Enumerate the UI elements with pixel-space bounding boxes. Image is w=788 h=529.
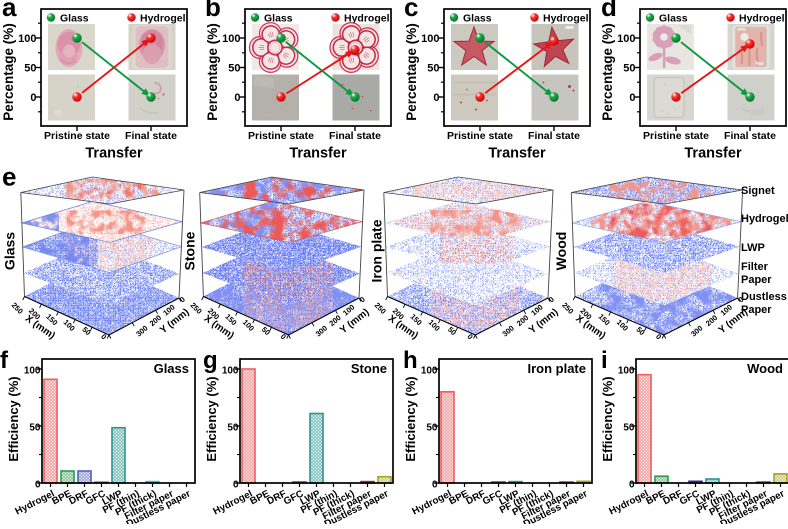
svg-text:Final state: Final state [724, 130, 776, 142]
svg-text:Percentage (%): Percentage (%) [205, 23, 220, 121]
svg-text:Glass: Glass [264, 13, 293, 25]
svg-text:Efficiency (%): Efficiency (%) [403, 376, 418, 461]
svg-text:0: 0 [465, 332, 474, 341]
svg-text:Hydrogel: Hydrogel [140, 13, 186, 25]
svg-text:Hydrogel: Hydrogel [739, 13, 785, 25]
svg-text:Percentage (%): Percentage (%) [404, 23, 419, 121]
svg-text:100: 100 [222, 366, 239, 377]
svg-text:Iron plate: Iron plate [369, 219, 385, 282]
svg-text:Paper: Paper [741, 304, 772, 316]
svg-text:h: h [403, 347, 418, 374]
svg-text:50: 50 [623, 423, 635, 434]
svg-text:0: 0 [279, 332, 288, 341]
svg-text:f: f [0, 347, 9, 374]
svg-text:Transfer: Transfer [488, 146, 546, 162]
svg-text:LWP: LWP [741, 242, 765, 254]
svg-text:0: 0 [737, 295, 746, 305]
svg-text:Glass: Glass [463, 13, 492, 25]
svg-text:0: 0 [30, 92, 36, 104]
svg-text:50: 50 [228, 63, 240, 75]
svg-text:Efficiency (%): Efficiency (%) [600, 376, 615, 461]
svg-text:Iron plate: Iron plate [527, 361, 586, 376]
svg-text:Wood: Wood [553, 232, 569, 271]
svg-text:100: 100 [421, 366, 438, 377]
svg-text:50: 50 [24, 63, 36, 75]
svg-text:Pristine state: Pristine state [248, 130, 314, 142]
svg-text:Wood: Wood [747, 361, 783, 376]
svg-text:Signet: Signet [741, 185, 775, 197]
svg-text:g: g [203, 347, 218, 374]
svg-text:Final state: Final state [125, 130, 177, 142]
svg-text:b: b [205, 0, 221, 22]
svg-text:100: 100 [421, 33, 439, 45]
svg-text:Hydrogel: Hydrogel [543, 13, 589, 25]
svg-text:100: 100 [222, 33, 240, 45]
svg-text:0: 0 [629, 92, 635, 104]
svg-text:Hydrogel: Hydrogel [741, 213, 788, 225]
svg-text:Transfer: Transfer [684, 146, 742, 162]
svg-text:Final state: Final state [528, 130, 580, 142]
svg-text:Glass: Glass [154, 361, 189, 376]
svg-text:a: a [2, 0, 17, 22]
svg-text:0: 0 [99, 332, 108, 341]
svg-text:d: d [601, 0, 617, 22]
svg-text:Stone: Stone [351, 361, 387, 376]
svg-text:Stone: Stone [181, 231, 197, 270]
svg-text:100: 100 [618, 366, 635, 377]
svg-text:Percentage (%): Percentage (%) [600, 23, 615, 121]
svg-text:50: 50 [227, 423, 239, 434]
svg-text:Efficiency (%): Efficiency (%) [6, 376, 21, 461]
svg-text:0: 0 [654, 332, 663, 341]
svg-text:0: 0 [432, 480, 438, 491]
svg-text:Final state: Final state [329, 130, 381, 142]
svg-text:0: 0 [35, 480, 41, 491]
svg-text:50: 50 [427, 63, 439, 75]
svg-text:Transfer: Transfer [289, 146, 347, 162]
svg-text:50: 50 [623, 63, 635, 75]
svg-text:100: 100 [24, 366, 41, 377]
svg-text:i: i [601, 347, 608, 374]
svg-text:Pristine state: Pristine state [44, 130, 110, 142]
svg-text:Glass: Glass [659, 13, 688, 25]
svg-text:0: 0 [234, 92, 240, 104]
svg-text:Glass: Glass [60, 13, 89, 25]
svg-text:Pristine state: Pristine state [447, 130, 513, 142]
svg-text:Filter: Filter [741, 261, 769, 273]
svg-text:100: 100 [617, 33, 635, 45]
svg-text:Glass: Glass [2, 232, 18, 270]
svg-text:0: 0 [433, 92, 439, 104]
svg-text:0: 0 [547, 295, 556, 305]
svg-text:0: 0 [358, 295, 367, 305]
svg-text:0: 0 [233, 480, 239, 491]
svg-text:0: 0 [178, 295, 187, 305]
svg-text:100: 100 [18, 33, 36, 45]
svg-text:c: c [404, 0, 418, 22]
svg-text:50: 50 [29, 423, 41, 434]
svg-text:Dustless: Dustless [741, 291, 787, 303]
svg-text:Paper: Paper [741, 274, 772, 286]
svg-text:0: 0 [629, 480, 635, 491]
svg-text:50: 50 [426, 423, 438, 434]
svg-text:e: e [2, 162, 16, 192]
svg-text:Efficiency (%): Efficiency (%) [204, 376, 219, 461]
svg-text:Pristine state: Pristine state [643, 130, 709, 142]
svg-text:Hydrogel: Hydrogel [344, 13, 390, 25]
svg-text:Transfer: Transfer [85, 146, 143, 162]
svg-text:Percentage (%): Percentage (%) [1, 23, 16, 121]
